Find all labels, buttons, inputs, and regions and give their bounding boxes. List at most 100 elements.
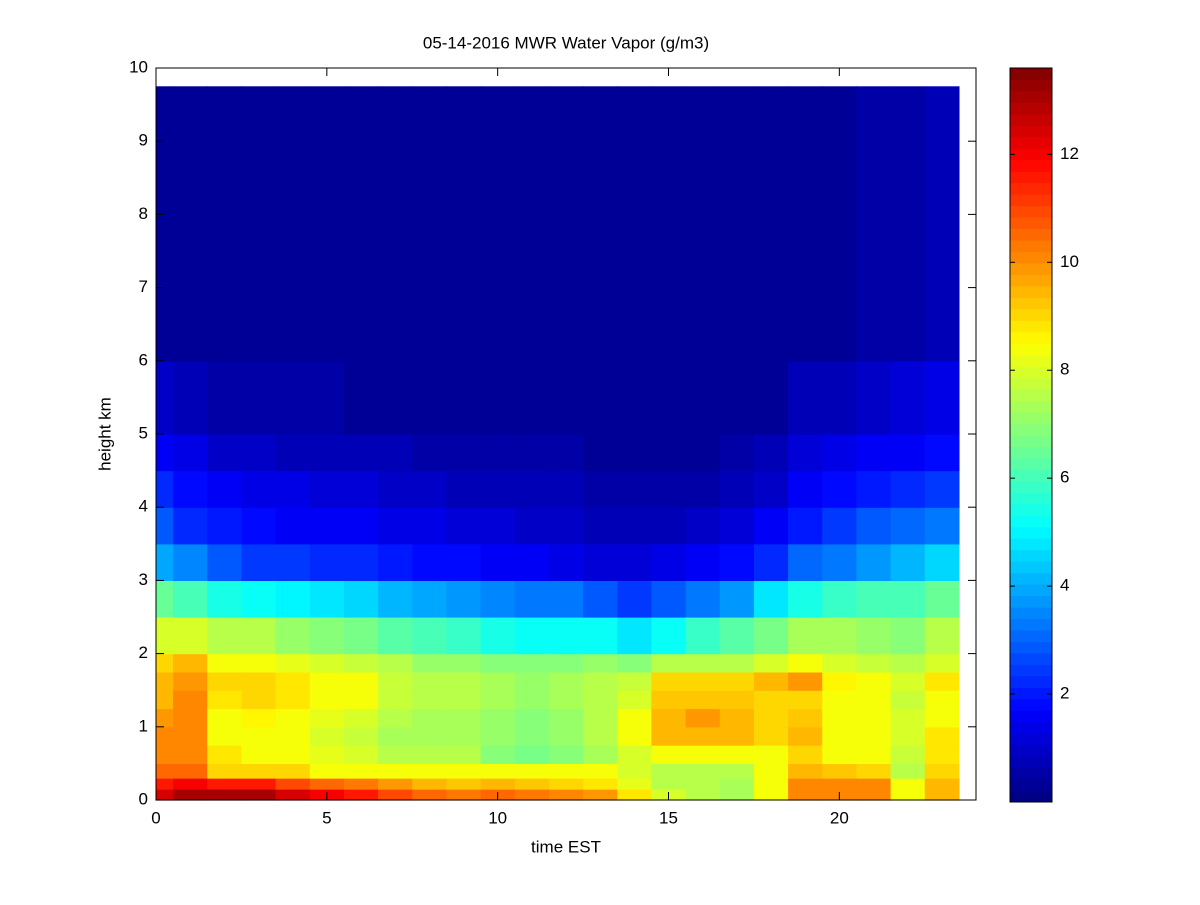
heatmap-cell (583, 653, 618, 673)
heatmap-cell (685, 763, 721, 779)
heatmap-cell (378, 653, 413, 673)
heatmap-cell (651, 745, 687, 764)
heatmap-cell (343, 789, 379, 801)
heatmap-cell (719, 789, 755, 801)
heatmap-cell (446, 690, 482, 710)
heatmap-cell (309, 507, 345, 545)
heatmap-cell (856, 434, 892, 472)
heatmap-cell (343, 690, 379, 710)
colorbar-swatch (1010, 607, 1052, 619)
heatmap-cell (156, 434, 174, 472)
heatmap-cell (548, 617, 584, 655)
heatmap-cell (173, 580, 208, 618)
heatmap-cell (378, 708, 413, 728)
colorbar-swatch (1010, 733, 1052, 746)
heatmap-cell (378, 671, 413, 691)
heatmap-cell (309, 653, 345, 673)
heatmap-cell (156, 778, 174, 790)
heatmap-cell (241, 653, 277, 673)
heatmap-cell (343, 434, 379, 472)
heatmap-cell (617, 360, 653, 435)
heatmap-cell (207, 671, 243, 691)
colorbar-swatch (1010, 492, 1052, 505)
heatmap-cell (685, 778, 721, 790)
heatmap-cell (651, 580, 687, 618)
colorbar-tick-label: 6 (1060, 468, 1069, 487)
heatmap-cell (378, 778, 413, 790)
heatmap-cell (822, 726, 858, 746)
heatmap-cell (617, 690, 653, 710)
heatmap-cell (173, 86, 208, 362)
colorbar-swatch (1010, 274, 1052, 287)
heatmap-cell (275, 671, 311, 691)
heatmap-cell (378, 580, 413, 618)
heatmap-cell (685, 653, 721, 673)
heatmap-cell (788, 690, 823, 710)
heatmap-cell (753, 617, 789, 655)
heatmap-cell (480, 763, 516, 779)
heatmap-cell (156, 470, 174, 508)
heatmap-cell (617, 507, 653, 545)
heatmap-cell (343, 360, 379, 435)
heatmap-cell (275, 708, 311, 728)
heatmap-cell (173, 543, 208, 581)
y-tick-label: 4 (139, 497, 148, 516)
heatmap-cell (788, 708, 823, 728)
heatmap-cell (651, 360, 687, 435)
heatmap-cell (685, 434, 721, 472)
heatmap-cell (207, 543, 243, 581)
heatmap-cell (309, 745, 345, 764)
heatmap-cell (685, 86, 721, 362)
colorbar-tick-label: 8 (1060, 360, 1069, 379)
heatmap-cell (924, 763, 960, 779)
colorbar-swatch (1010, 251, 1052, 264)
heatmap-cell (822, 763, 858, 779)
y-tick-label: 8 (139, 204, 148, 223)
heatmap-cell (890, 708, 926, 728)
heatmap-cell (856, 763, 892, 779)
colorbar-swatch (1010, 526, 1052, 539)
heatmap-cell (753, 470, 789, 508)
colorbar-swatch (1010, 205, 1052, 218)
heatmap-cell (343, 671, 379, 691)
heatmap-cell (480, 745, 516, 764)
y-tick-label: 10 (129, 57, 148, 76)
colorbar-swatch (1010, 113, 1052, 126)
heatmap-cell (890, 789, 926, 801)
heatmap-cell (309, 580, 345, 618)
heatmap-cell (343, 86, 379, 362)
heatmap-cell (207, 434, 243, 472)
colorbar-swatch (1010, 572, 1052, 585)
colorbar-swatch (1010, 68, 1052, 80)
heatmap-cell (446, 671, 482, 691)
heatmap-cell (719, 617, 755, 655)
heatmap-cell (514, 653, 550, 673)
heatmap-cell (617, 543, 653, 581)
heatmap-cell (617, 86, 653, 362)
heatmap-cell (617, 470, 653, 508)
y-tick-label: 5 (139, 423, 148, 442)
heatmap-cell (924, 671, 960, 691)
heatmap-cell (651, 778, 687, 790)
heatmap-cell (207, 726, 243, 746)
heatmap-cell (924, 745, 960, 764)
heatmap-cell (446, 360, 482, 435)
heatmap-cell (343, 617, 379, 655)
heatmap-cell (548, 745, 584, 764)
colorbar-swatch (1010, 320, 1052, 333)
heatmap-cell (583, 434, 618, 472)
heatmap-cell (890, 653, 926, 673)
heatmap-cell (548, 763, 584, 779)
heatmap-cell (548, 470, 584, 508)
colorbar-swatch (1010, 412, 1052, 425)
heatmap-cell (924, 690, 960, 710)
heatmap-cell (343, 507, 379, 545)
y-tick-label: 3 (139, 570, 148, 589)
heatmap-cell (583, 690, 618, 710)
colorbar-tick-label: 12 (1060, 144, 1079, 163)
heatmap-cell (412, 360, 448, 435)
heatmap-cell (207, 763, 243, 779)
heatmap-cell (753, 653, 789, 673)
heatmap-cell (583, 617, 618, 655)
heatmap-cell (378, 507, 413, 545)
